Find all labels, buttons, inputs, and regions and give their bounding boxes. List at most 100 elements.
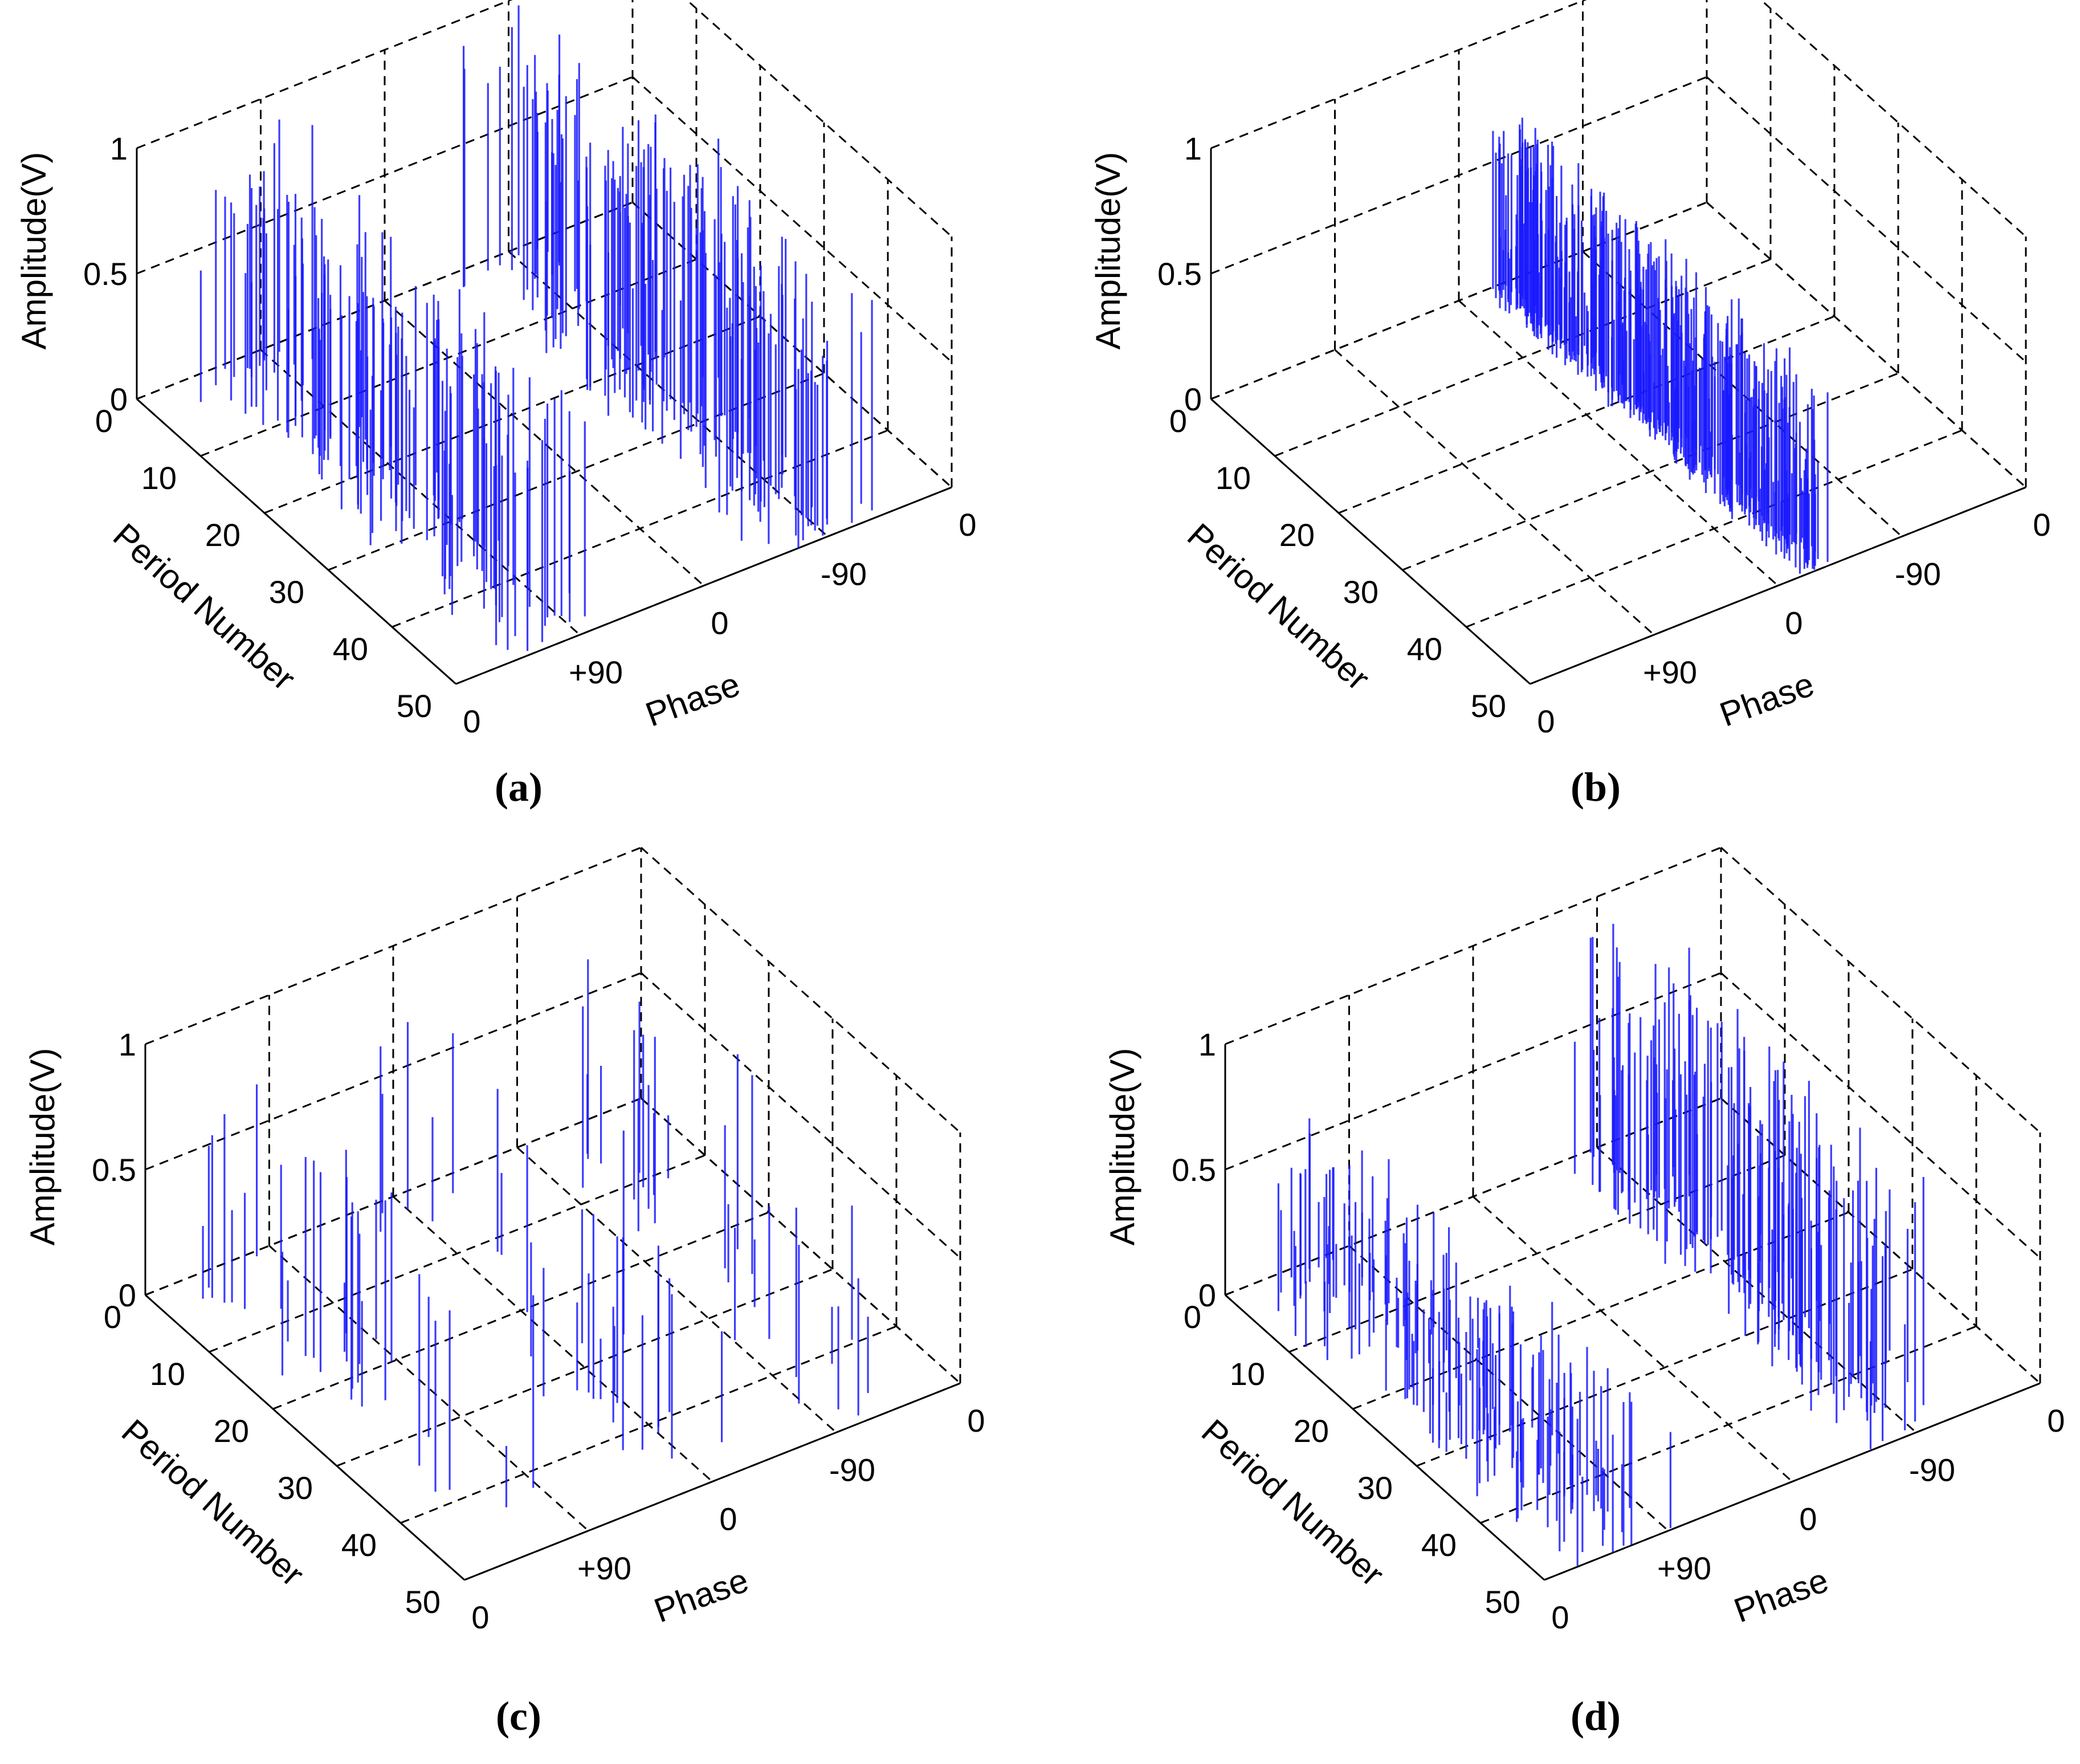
side-wall-grid-line: [1720, 846, 2041, 1134]
phase-tick-label: 0: [2033, 507, 2050, 543]
period-axis: [1210, 398, 1531, 685]
floor-grid-line: [391, 429, 888, 628]
period-tick-label: 40: [341, 1527, 377, 1563]
period-axis: [1225, 1294, 1545, 1581]
side-wall-grid-line: [1706, 201, 2026, 488]
period-tick-label: 10: [1216, 460, 1251, 496]
floor-grid-line: [1480, 1325, 1977, 1524]
period-tick-label: 50: [1485, 1584, 1520, 1620]
phase-tick-label: 0: [1537, 703, 1555, 739]
floor-grid-line: [1352, 1211, 1849, 1410]
amplitude-tick-label: 0: [119, 1277, 136, 1313]
back-wall-grid-line: [136, 0, 513, 149]
period-tick-label: 30: [269, 574, 304, 610]
period-tick-label: 40: [1421, 1527, 1457, 1563]
floor-grid-line: [508, 251, 829, 537]
panel-caption: (b): [1571, 764, 1621, 810]
side-wall-grid-line: [641, 846, 961, 1134]
period-tick-label: 0: [1169, 403, 1187, 439]
phase-tick-label: 0: [463, 703, 480, 739]
floor-grid-line: [268, 1245, 589, 1531]
phase-tick-label: 0: [959, 507, 976, 543]
period-tick-label: 0: [95, 403, 113, 439]
floor-grid-line: [272, 1211, 769, 1410]
amplitude-axis-title: Amplitude(V): [1103, 1048, 1141, 1246]
floor-grid-line: [1466, 429, 1963, 628]
period-tick-label: 0: [104, 1299, 121, 1335]
period-tick-label: 30: [1357, 1470, 1393, 1506]
floor-grid-line: [200, 258, 697, 457]
floor-grid-line: [264, 315, 761, 514]
phase-tick-label: +90: [577, 1550, 631, 1586]
floor-grid-line: [1582, 251, 1903, 537]
period-tick-label: 20: [1279, 517, 1315, 553]
phase-tick-label: 0: [967, 1403, 985, 1439]
phase-axis: [464, 1382, 961, 1581]
period-axis: [136, 398, 456, 685]
phase-axis: [1544, 1382, 2041, 1581]
phase-tick-label: 0: [1799, 1501, 1817, 1537]
floor-grid-line: [1288, 1154, 1785, 1353]
stem-series: [1277, 923, 1924, 1566]
phase-tick-label: +90: [1643, 654, 1697, 690]
floor-grid-line: [400, 1325, 897, 1524]
side-wall-grid-line: [641, 1097, 961, 1384]
panel-caption: (c): [496, 1693, 541, 1739]
phase-axis: [455, 486, 952, 685]
phase-tick-label: +90: [1657, 1550, 1711, 1586]
back-wall-grid-line: [1210, 0, 1587, 149]
period-tick-label: 20: [214, 1413, 249, 1449]
period-tick-label: 50: [405, 1584, 441, 1620]
amplitude-tick-label: 0: [110, 381, 128, 417]
phase-tick-label: 0: [1551, 1599, 1569, 1635]
stem-series: [202, 959, 869, 1508]
floor-grid-line: [1348, 1245, 1669, 1531]
side-wall-grid-line: [1720, 1097, 2041, 1384]
amplitude-tick-label: 0.5: [83, 256, 128, 292]
panel-caption: (d): [1571, 1693, 1621, 1739]
floor-grid-line: [1416, 1268, 1913, 1467]
amplitude-tick-label: 1: [110, 131, 128, 166]
floor-grid-line: [516, 1147, 837, 1433]
phase-tick-label: +90: [569, 654, 623, 690]
amplitude-tick-label: 1: [119, 1026, 136, 1062]
floor-grid-line: [1473, 1196, 1793, 1482]
amplitude-axis-title: Amplitude(V): [23, 1048, 62, 1246]
phase-tick-label: 0: [1785, 605, 1802, 641]
amplitude-tick-label: 0.5: [1172, 1152, 1216, 1188]
phase-tick-label: -90: [829, 1452, 875, 1488]
floor-grid-line: [336, 1268, 833, 1467]
side-wall-grid-line: [1759, 0, 2026, 238]
side-wall-grid-line: [1706, 76, 2026, 363]
phase-tick-label: 0: [471, 1599, 489, 1635]
period-tick-label: 10: [141, 460, 177, 496]
period-tick-label: 30: [1343, 574, 1378, 610]
period-tick-label: 50: [397, 688, 432, 724]
side-wall-grid-line: [632, 201, 952, 488]
phase-tick-label: -90: [1895, 556, 1941, 592]
phase-tick-label: 0: [711, 605, 728, 641]
amplitude-tick-label: 1: [1198, 1026, 1216, 1062]
period-tick-label: 40: [1407, 631, 1442, 667]
floor-grid-line: [1274, 258, 1771, 457]
period-axis: [145, 1294, 465, 1581]
phase-tick-label: 0: [719, 1501, 737, 1537]
side-wall-grid-line: [632, 76, 952, 363]
amplitude-axis-title: Amplitude(V): [15, 152, 53, 350]
floor-grid-line: [384, 300, 704, 586]
period-tick-label: 0: [1184, 1299, 1201, 1335]
amplitude-tick-label: 0.5: [92, 1152, 136, 1188]
floor-grid-line: [1596, 1147, 1917, 1433]
floor-grid-line: [393, 1196, 713, 1482]
period-tick-label: 10: [150, 1356, 185, 1392]
amplitude-tick-label: 0: [1184, 381, 1202, 417]
stem-series: [1492, 117, 1829, 574]
side-wall-grid-line: [641, 972, 961, 1259]
phase-tick-label: -90: [1909, 1452, 1955, 1488]
side-wall-grid-line: [1720, 972, 2041, 1259]
period-tick-label: 40: [333, 631, 368, 667]
stem-series: [199, 5, 873, 651]
phase-tick-label: 0: [2047, 1403, 2065, 1439]
